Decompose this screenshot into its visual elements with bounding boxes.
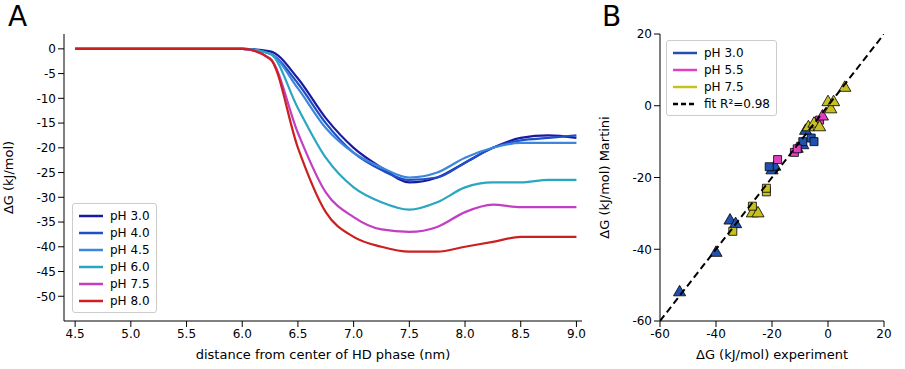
svg-text:-25: -25: [36, 166, 56, 180]
svg-text:6.5: 6.5: [288, 327, 307, 341]
svg-text:-5: -5: [44, 67, 56, 81]
html-text:pH 7.5: pH 7.5: [110, 276, 150, 291]
svg-text:ΔG (kJ/mol) Martini: ΔG (kJ/mol) Martini: [598, 116, 612, 238]
svg-text:-20: -20: [632, 171, 652, 185]
svg-text:-20: -20: [762, 327, 782, 341]
svg-text:-50: -50: [36, 290, 56, 304]
svg-text:8.0: 8.0: [455, 327, 474, 341]
svg-text:20: 20: [876, 327, 891, 341]
svg-text:9.0: 9.0: [567, 327, 586, 341]
svg-text:ΔG (kJ/mol) experiment: ΔG (kJ/mol) experiment: [696, 347, 848, 362]
svg-text:-60: -60: [650, 327, 670, 341]
svg-text:-15: -15: [36, 116, 56, 130]
svg-text:0: 0: [48, 42, 56, 56]
svg-text:-45: -45: [36, 265, 56, 279]
svg-text:0: 0: [824, 327, 832, 341]
html-text:pH 3.0: pH 3.0: [110, 208, 150, 223]
html-text:pH 8.0: pH 8.0: [110, 293, 150, 308]
html-text:B: B: [602, 0, 622, 33]
html-text:pH 6.0: pH 6.0: [110, 259, 150, 274]
svg-text:5.5: 5.5: [177, 327, 196, 341]
svg-text:5.0: 5.0: [121, 327, 140, 341]
svg-text:-30: -30: [36, 191, 56, 205]
svg-text:7.0: 7.0: [344, 327, 363, 341]
html-text:A: A: [8, 0, 28, 33]
svg-text:-40: -40: [632, 243, 652, 257]
svg-text:ΔG (kJ/mol): ΔG (kJ/mol): [1, 141, 16, 214]
svg-text:-40: -40: [36, 240, 56, 254]
svg-text:-10: -10: [36, 92, 56, 106]
html-text:fit R²=0.98: fit R²=0.98: [704, 96, 770, 111]
svg-text:-60: -60: [632, 314, 652, 328]
html-text:pH 4.0: pH 4.0: [110, 225, 150, 240]
html-text:pH 7.5: pH 7.5: [704, 79, 744, 94]
svg-text:8.5: 8.5: [511, 327, 530, 341]
svg-text:6.0: 6.0: [233, 327, 252, 341]
svg-text:7.5: 7.5: [400, 327, 419, 341]
svg-text:-35: -35: [36, 215, 56, 229]
svg-text:20: 20: [637, 27, 652, 41]
svg-text:-20: -20: [36, 141, 56, 155]
svg-text:4.5: 4.5: [66, 327, 85, 341]
html-text:pH 4.5: pH 4.5: [110, 242, 150, 257]
html-text:pH 5.5: pH 5.5: [704, 62, 744, 77]
svg-text:distance from center of HD pha: distance from center of HD phase (nm): [196, 347, 451, 362]
svg-text:-40: -40: [706, 327, 726, 341]
html-text:pH 3.0: pH 3.0: [704, 45, 744, 60]
svg-text:0: 0: [644, 99, 652, 113]
